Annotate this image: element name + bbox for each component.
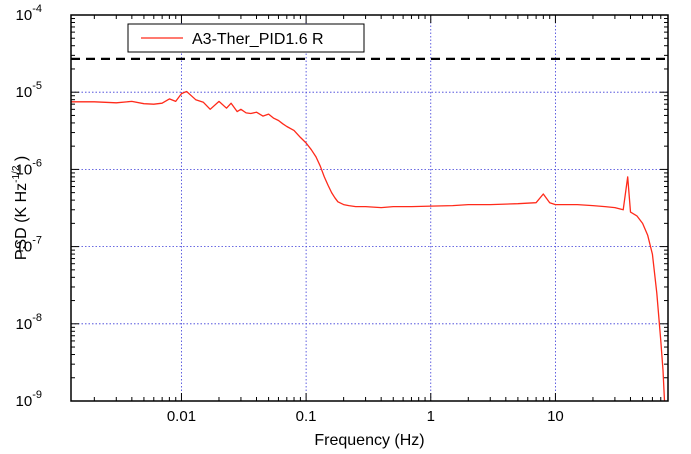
grid-lines xyxy=(71,15,668,401)
y-axis-title-suffix: ) xyxy=(13,156,30,166)
x-tick-label: 0.1 xyxy=(296,408,317,425)
y-axis-title-superscript: -1/2 xyxy=(11,165,22,183)
x-tick-label: 0.01 xyxy=(167,408,196,425)
y-tick-label: 10-5 xyxy=(16,80,42,101)
x-tick-label: 1 xyxy=(427,408,435,425)
y-tick-label: 10-8 xyxy=(16,312,42,333)
y-axis-title-prefix: PSD (K Hz xyxy=(13,183,30,260)
y-tick-label: 10-6 xyxy=(16,157,42,178)
y-tick-label: 10-4 xyxy=(16,3,42,24)
x-tick-label: 10 xyxy=(547,408,564,425)
series-layer xyxy=(71,90,666,402)
legend: A3-Ther_PID1.6 R xyxy=(127,23,365,53)
legend-label: A3-Ther_PID1.6 R xyxy=(192,31,324,48)
plot-frame xyxy=(70,14,669,402)
y-tick-label: 10-9 xyxy=(16,389,42,410)
axis-ticks: 0.01 0.1 1 10 10-9 10-8 10-7 10-6 10-5 10-4 xyxy=(16,3,669,425)
y-tick-label: 10-7 xyxy=(16,235,42,256)
y-axis-title: PSD (K Hz-1/2 ) xyxy=(11,156,30,260)
x-axis-title: Frequency (Hz) xyxy=(314,432,424,449)
series-line xyxy=(71,90,666,402)
